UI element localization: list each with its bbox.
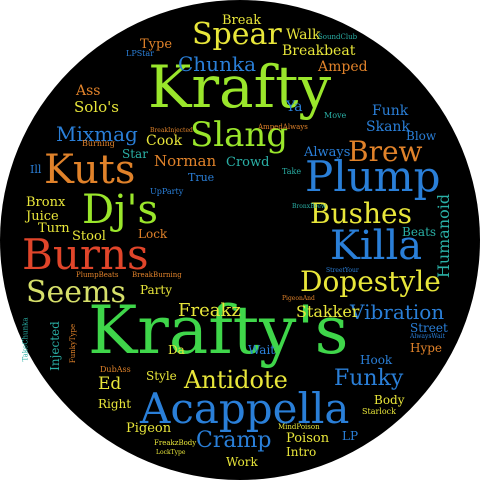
- word-amped: Amped: [318, 59, 368, 75]
- word-vibration: Vibration: [350, 300, 445, 324]
- word-beats: Beats: [402, 225, 437, 239]
- word-intro: Intro: [286, 445, 317, 459]
- word-true: True: [188, 171, 215, 184]
- word-upparty: UpParty: [150, 187, 184, 196]
- word-freakzbody: FreakzBody: [154, 439, 197, 447]
- word-alwayswait: AlwaysWait: [410, 333, 445, 340]
- word-stakker: Stakker: [296, 302, 360, 321]
- word-hook: Hook: [360, 353, 393, 367]
- word-party: Party: [140, 283, 173, 297]
- word-injected: Injected: [47, 321, 62, 371]
- word-burns: Burns: [22, 230, 149, 279]
- word-hype: Hype: [410, 341, 443, 355]
- word-pigeonand: PigeonAnd: [282, 295, 315, 302]
- word-krafty: Krafty: [148, 53, 332, 121]
- word-type: Type: [140, 37, 173, 52]
- word-wait: Wait: [248, 343, 276, 357]
- word-funk: Funk: [372, 103, 409, 119]
- word-style: Style: [146, 369, 177, 383]
- word-streetyour: StreetYour: [326, 267, 359, 274]
- word-blow: Blow: [406, 129, 437, 143]
- word-bushes: Bushes: [310, 197, 412, 230]
- word-killa: Killa: [330, 223, 423, 269]
- word-funky: Funky: [334, 366, 404, 391]
- word-ill: Ill: [30, 163, 42, 176]
- word-bronxbrew: BronxBrew: [292, 203, 327, 210]
- word-locktype: LockType: [156, 449, 186, 456]
- word-ed: Ed: [98, 374, 122, 394]
- word-slang: Slang: [190, 115, 289, 155]
- word-ampedalways: AmpedAlways: [258, 123, 308, 131]
- word-dubass: DubAss: [100, 365, 131, 374]
- word-work: Work: [226, 455, 258, 469]
- word-crowd: Crowd: [226, 155, 270, 170]
- word-plump: Plump: [305, 152, 441, 201]
- word-acappella: Acappella: [140, 384, 350, 433]
- word-breakinjected: BreakInjected: [150, 127, 193, 134]
- word-cramp: Cramp: [196, 428, 272, 453]
- word-ya: Ya: [286, 99, 303, 115]
- word-pigeon: Pigeon: [126, 421, 172, 436]
- word-juice: Juice: [26, 209, 59, 224]
- word-stool: Stool: [72, 229, 106, 244]
- word-right: Right: [98, 397, 132, 411]
- word-mindpoison: MindPoison: [278, 423, 320, 431]
- word-always: Always: [304, 145, 351, 160]
- word-soundclub: SoundClub: [318, 33, 358, 41]
- word-funkytype: FunkyType: [69, 323, 78, 364]
- word-lp: LP: [342, 429, 359, 443]
- word-poison: Poison: [286, 431, 330, 446]
- word-antidote: Antidote: [184, 366, 288, 394]
- word-djs: Dj's: [82, 187, 158, 233]
- word-body: Body: [374, 393, 405, 407]
- word-ass: Ass: [76, 83, 101, 99]
- word-burning: Burning: [82, 139, 115, 148]
- word-skank: Skank: [366, 119, 410, 135]
- word-turn: Turn: [38, 221, 70, 236]
- word-freakz: Freakz: [178, 300, 241, 321]
- word-norman: Norman: [154, 152, 217, 170]
- word-mixmag: Mixmag: [56, 122, 138, 146]
- word-takechunka: TakeChunka: [21, 317, 30, 362]
- word-take: Take: [282, 167, 302, 176]
- word-street: Street: [410, 321, 448, 335]
- word-cook: Cook: [146, 133, 183, 149]
- word-walk: Walk: [286, 27, 321, 43]
- word-da: Da: [168, 343, 185, 357]
- word-breakburning: BreakBurning: [132, 271, 182, 279]
- word-starlock: Starlock: [362, 407, 396, 416]
- word-move: Move: [324, 111, 347, 120]
- word-plumpbeats: PlumpBeats: [76, 271, 119, 279]
- word-kraftys: Krafty's: [88, 292, 349, 369]
- word-lpstar: LPStar: [126, 49, 154, 58]
- word-lock: Lock: [138, 227, 168, 241]
- word-bronx: Bronx: [26, 195, 66, 210]
- word-spear: Spear: [192, 17, 282, 52]
- word-humanoid: Humanoid: [434, 193, 454, 279]
- word-break: Break: [222, 13, 262, 28]
- word-breakbeat: Breakbeat: [282, 43, 356, 59]
- word-seems: Seems: [26, 275, 126, 310]
- word-star: Star: [122, 147, 148, 161]
- word-solos: Solo's: [74, 98, 119, 116]
- word-chunka: Chunka: [178, 52, 256, 76]
- word-dopestyle: Dopestyle: [300, 265, 441, 298]
- word-brew: Brew: [348, 135, 423, 168]
- word-kuts: Kuts: [44, 147, 136, 193]
